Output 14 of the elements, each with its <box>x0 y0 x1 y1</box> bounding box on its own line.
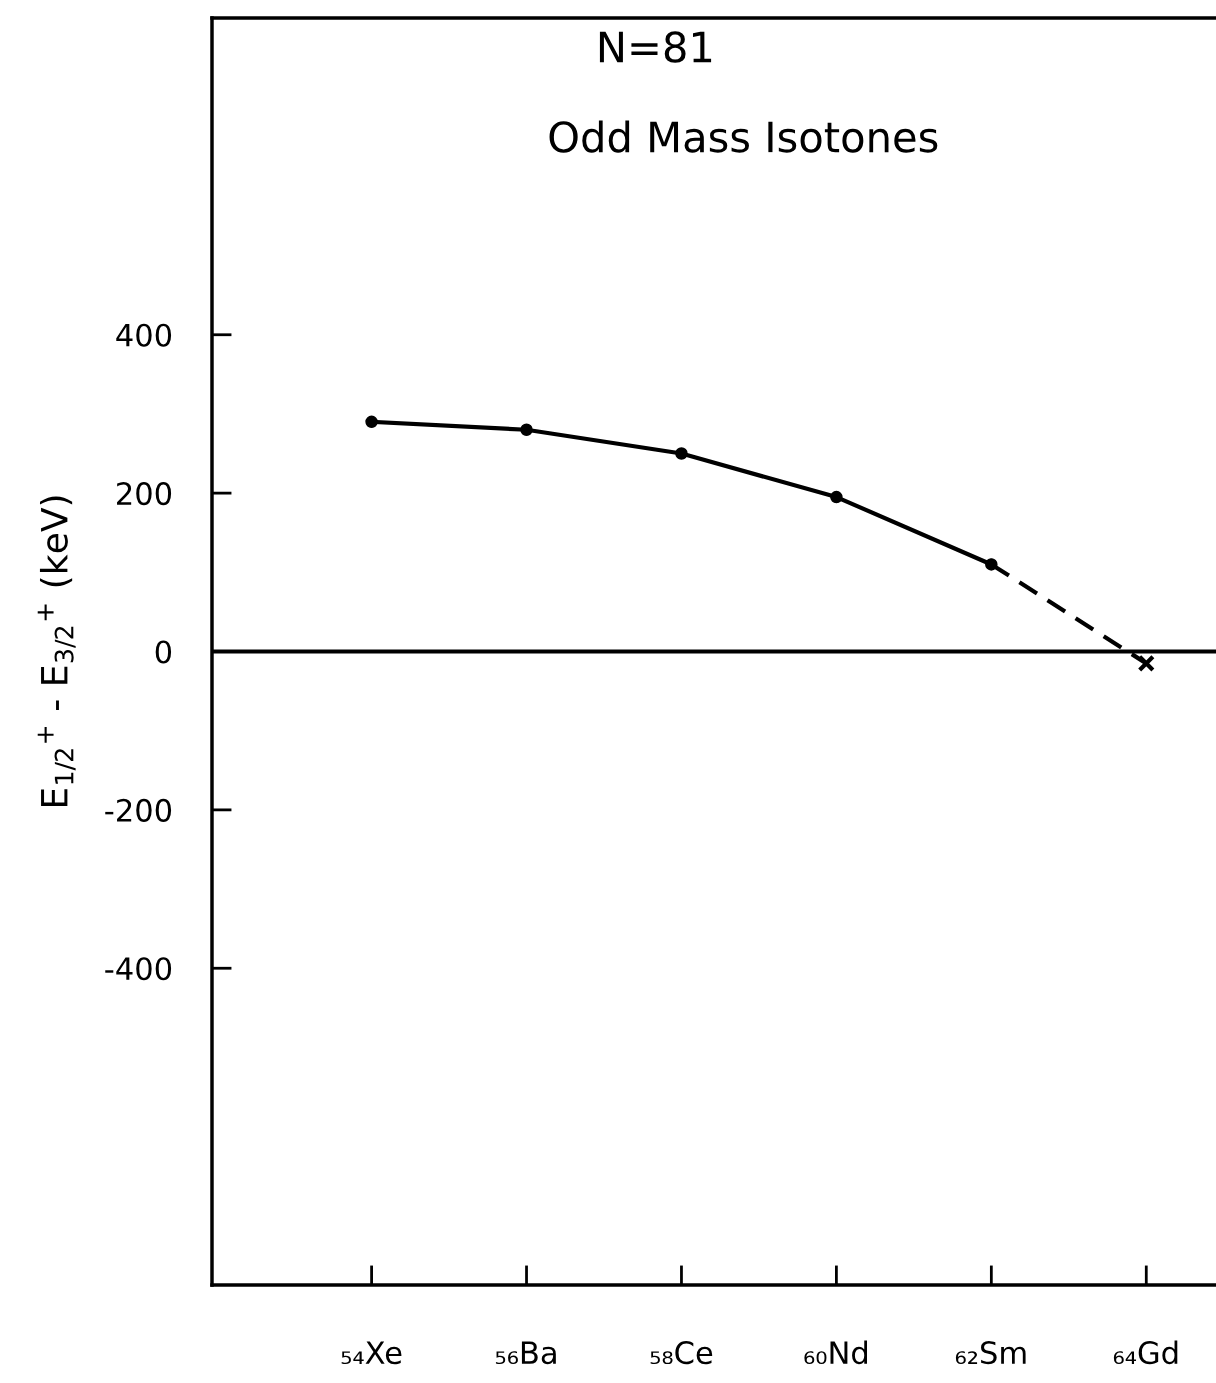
x-tick-label: ₆₀Nd <box>804 1340 867 1365</box>
y-tick-label: 0 <box>155 640 172 664</box>
x-tick-label: ₅₆Ba <box>495 1341 556 1365</box>
y-tick-label: 200 <box>117 482 172 506</box>
text: Odd Mass Isotones <box>549 120 938 153</box>
x-tick-label: ₆₄Gd <box>1113 1340 1178 1365</box>
x-tick-label: ₅₈Ce <box>650 1341 713 1365</box>
y-tick-label: -200 <box>105 798 172 822</box>
x-tick-label: ₆₂Sm <box>955 1341 1026 1365</box>
x-tick-label: ₅₄Xe <box>341 1341 402 1365</box>
y-tick-label: 400 <box>116 323 172 347</box>
y-axis-title: E$_{1/2}$$^{+}$ - E$_{3/2}$$^{+}$ (keV) <box>37 496 76 807</box>
y-tick-label: -400 <box>105 957 172 981</box>
chart-title: N=81 <box>599 31 712 63</box>
